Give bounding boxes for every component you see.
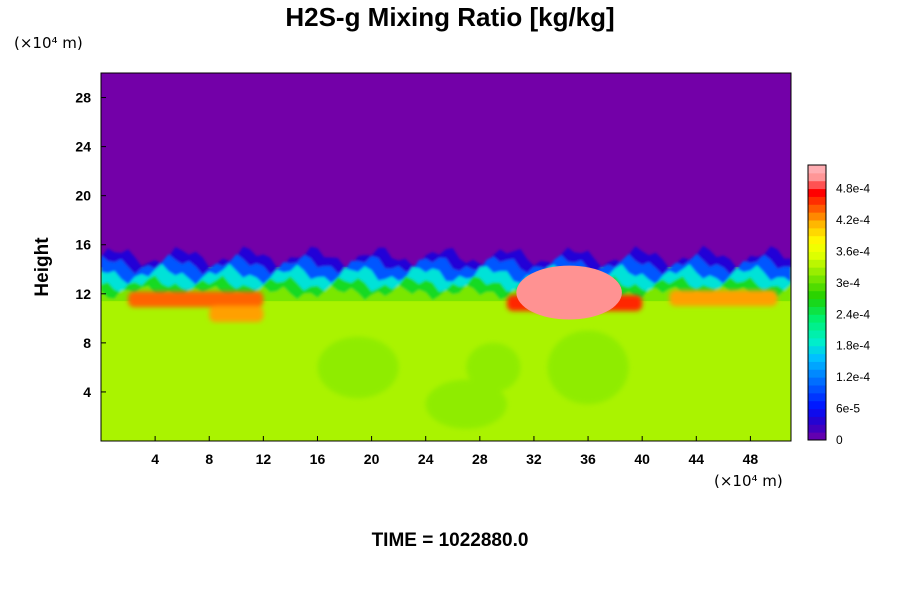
colorbar: 0 6e-5 1.2e-4 1.8e-4 2.4e-4 3e-4 3.6e-4 4.2e-4 4… [807, 164, 870, 447]
colorbar-tick-label: 2.4e-4 [836, 307, 870, 321]
colorbar-segment [808, 251, 826, 260]
colorbar-segment [808, 227, 826, 237]
colorbar-segment [808, 188, 826, 197]
colorbar-tick-label: 1.8e-4 [836, 339, 870, 353]
plot-area [101, 73, 791, 441]
colorbar-segment [808, 424, 826, 433]
colorbar-tick-label: 0 [836, 433, 843, 447]
plot-frame [100, 72, 792, 442]
colorbar-segment [808, 322, 826, 331]
colorbar-segment [808, 298, 826, 307]
max-region [516, 265, 622, 320]
colorbar-tick-label: 4.2e-4 [836, 213, 870, 227]
x-unit-label: (×10⁴ m) [714, 472, 783, 490]
colorbar-segment [808, 392, 826, 402]
colorbar-tick-label: 4.8e-4 [836, 182, 870, 196]
lower-structure [466, 342, 521, 392]
colorbar-tick-label: 3e-4 [836, 276, 860, 290]
chart-title: H2S-g Mixing Ratio [kg/kg] [285, 2, 615, 32]
colorbar-segment [808, 243, 826, 252]
lower-structures [317, 330, 629, 429]
lower-structure [547, 330, 629, 405]
colorbar-segment [808, 400, 826, 410]
x-tick-label: 48 [743, 451, 759, 467]
colorbar-segment [808, 416, 826, 425]
x-tick-label: 36 [580, 451, 596, 467]
x-tick-label: 28 [472, 451, 488, 467]
colorbar-segment [808, 196, 826, 205]
lower-structure [317, 336, 399, 399]
x-tick-label: 20 [364, 451, 380, 467]
colorbar-segment [808, 353, 826, 362]
y-tick-label: 28 [75, 90, 91, 106]
x-axis: 4 8 12 16 20 24 28 32 36 40 44 48 [151, 436, 758, 467]
y-unit-label: (×10⁴ m) [14, 34, 83, 52]
x-tick-label: 24 [418, 451, 434, 467]
colorbar-segment [808, 212, 826, 221]
x-tick-label: 4 [151, 451, 159, 467]
colorbar-segment [808, 259, 826, 268]
x-tick-label: 16 [310, 451, 326, 467]
y-tick-label: 8 [83, 335, 91, 351]
y-tick-label: 16 [75, 237, 91, 253]
colorbar-segment [808, 220, 826, 229]
colorbar-segment [808, 330, 826, 339]
high-value-patch [209, 306, 264, 323]
x-tick-label: 8 [205, 451, 213, 467]
colorbar-segment [808, 290, 826, 300]
colorbar-segment [808, 172, 826, 182]
colorbar-segment [808, 408, 826, 417]
y-tick-label: 24 [75, 139, 91, 155]
lower-structure [425, 379, 507, 429]
colorbar-tick-label: 1.2e-4 [836, 370, 870, 384]
y-tick-label: 20 [75, 188, 91, 204]
colorbar-segment [808, 377, 826, 386]
colorbar-segment [808, 165, 826, 174]
colorbar-segment [808, 282, 826, 292]
colorbar-segment [808, 306, 826, 315]
colorbar-segment [808, 361, 826, 370]
x-tick-label: 40 [634, 451, 650, 467]
y-tick-label: 4 [83, 384, 91, 400]
time-label: TIME = 1022880.0 [371, 530, 529, 551]
x-tick-label: 44 [689, 451, 705, 467]
colorbar-segment [808, 235, 826, 245]
colorbar-segment [808, 369, 826, 378]
colorbar-segment [808, 275, 826, 284]
colorbar-tick-label: 6e-5 [836, 402, 860, 416]
colorbar-segment [808, 345, 826, 355]
colorbar-segment [808, 204, 826, 213]
y-axis: 4 8 12 16 20 24 28 [75, 90, 106, 400]
colorbar-segment [808, 337, 826, 347]
colorbar-tick-label: 3.6e-4 [836, 244, 870, 258]
x-tick-label: 12 [256, 451, 272, 467]
colorbar-segment [808, 432, 826, 441]
high-value-patch [128, 291, 264, 308]
colorbar-segment [808, 385, 826, 394]
colorbar-segment [808, 180, 826, 190]
colorbar-segment [808, 314, 826, 323]
x-tick-label: 32 [526, 451, 542, 467]
high-value-patch [669, 290, 778, 307]
y-tick-label: 12 [75, 286, 91, 302]
colorbar-segment [808, 267, 826, 276]
colorbar-frame [807, 164, 827, 441]
